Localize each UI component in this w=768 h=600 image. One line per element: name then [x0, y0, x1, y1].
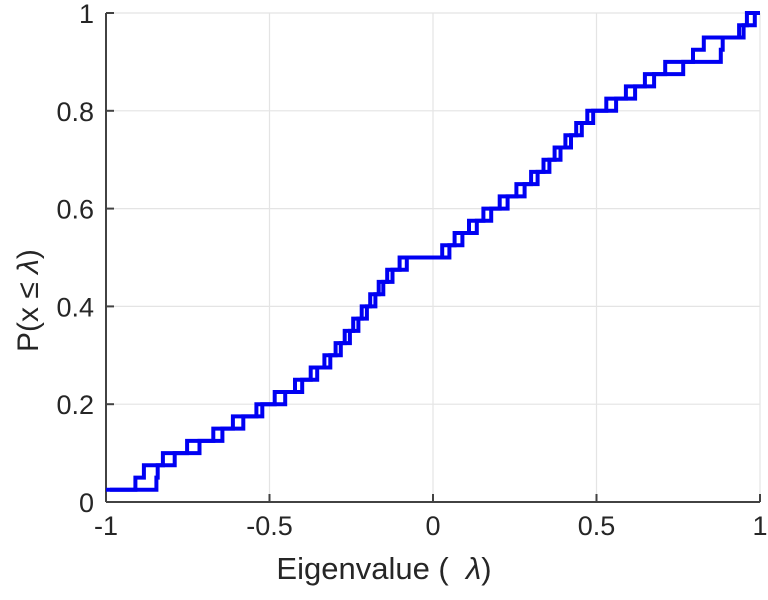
ecdf-step-curve-ecdf-1	[106, 11, 760, 492]
ecdf-step-curve-ecdf-2	[109, 11, 760, 492]
y-tick-label: 0.8	[56, 97, 94, 127]
x-axis-label: Eigenvalue ( λ)	[0, 551, 768, 587]
lambda-symbol: λ	[12, 259, 45, 274]
y-axis-label: P(x ≤ λ)	[12, 132, 46, 352]
xlabel-suffix: )	[481, 551, 492, 586]
x-tick-label: -1	[94, 511, 118, 541]
x-tick-label: 0	[425, 511, 440, 541]
y-tick-label: 0.6	[56, 195, 94, 225]
y-tick-label: 1	[79, 0, 94, 29]
y-tick-label: 0.2	[56, 390, 94, 420]
ylabel-suffix: )	[12, 249, 45, 260]
xlabel-prefix: Eigenvalue (	[276, 551, 466, 586]
x-tick-label: 0.5	[578, 511, 616, 541]
y-tick-label: 0	[79, 488, 94, 518]
y-tick-label: 0.4	[56, 292, 94, 322]
x-tick-label: 1	[752, 511, 767, 541]
lambda-symbol: λ	[465, 551, 482, 586]
ylabel-prefix: P(x ≤	[12, 273, 45, 352]
x-tick-label: -0.5	[246, 511, 293, 541]
